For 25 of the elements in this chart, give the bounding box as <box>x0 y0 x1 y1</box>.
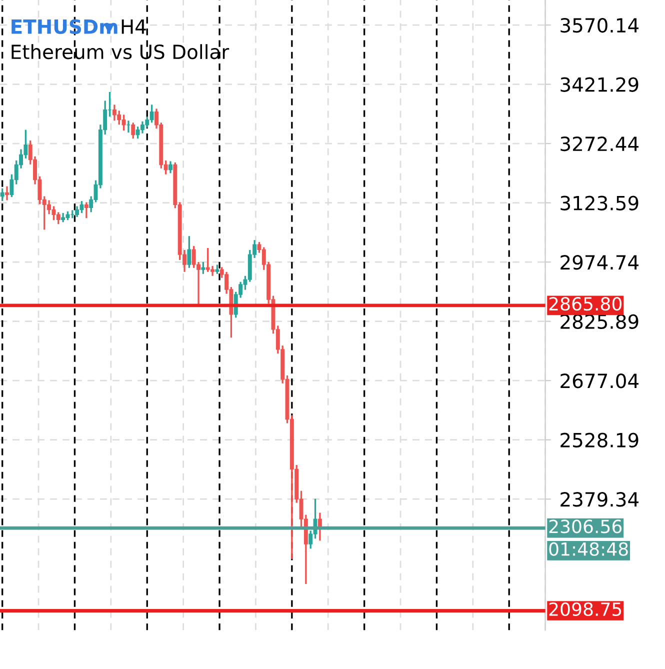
y-tick-label: 3421.29 <box>560 77 638 92</box>
y-tick-label: 2825.89 <box>560 314 638 329</box>
text: Ethereum vs US Dollar <box>12 44 230 60</box>
y-tick-label: 2974.74 <box>560 255 639 270</box>
y-tick-label: 3570.14 <box>560 18 639 33</box>
y-tick-label: 3272.44 <box>560 136 639 152</box>
ref-line-label: 2306.56 <box>549 520 622 534</box>
candlestick <box>168 160 172 174</box>
candlestick <box>215 264 220 275</box>
y-tick-label: 2528.19 <box>560 432 638 448</box>
candlestick <box>84 201 88 219</box>
candlestick <box>131 122 136 140</box>
candlestick <box>0 187 4 202</box>
annotation: H4 <box>122 20 146 34</box>
ref-line-label: 2098.75 <box>549 602 622 616</box>
y-tick-label: 3123.59 <box>560 196 638 210</box>
candlestick <box>75 205 80 218</box>
candlestick <box>61 212 66 223</box>
y-tick-label: 2379.34 <box>560 492 639 507</box>
y-tick-label: 2677.04 <box>560 374 639 388</box>
candlestick <box>5 185 9 202</box>
text: 01:48:48 <box>549 542 628 556</box>
ref-line-label: 2865.80 <box>549 297 622 311</box>
candlestick <box>187 235 192 269</box>
candlestick <box>201 261 206 275</box>
